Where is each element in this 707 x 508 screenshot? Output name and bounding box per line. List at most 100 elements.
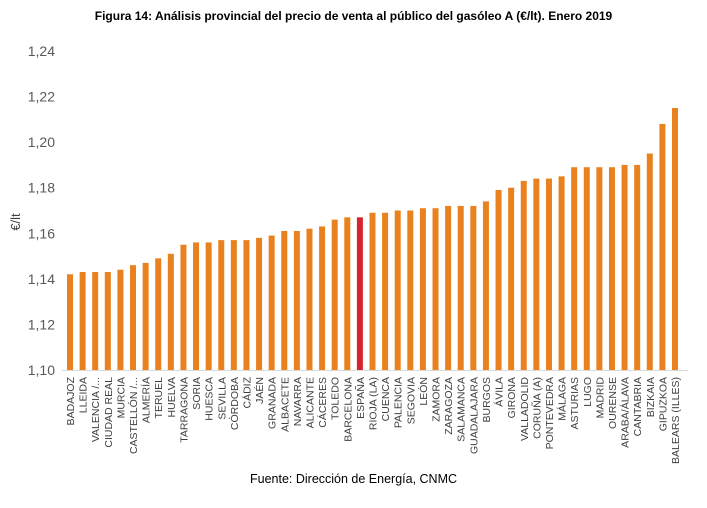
x-tick-label: SALAMANCA	[456, 377, 468, 442]
bar	[545, 178, 552, 370]
x-tick-label: LEÓN	[417, 377, 430, 406]
y-tick-label: 1,24	[28, 43, 55, 59]
y-tick-label: 1,12	[28, 316, 55, 332]
x-tick-label: CASTELLÓN /...	[127, 377, 140, 454]
bar	[457, 205, 464, 370]
bar	[67, 274, 73, 370]
x-tick-label: CÁCERES	[316, 377, 329, 428]
x-tick-label: TOLEDO	[330, 377, 342, 420]
x-tick-label: JAÉN	[253, 377, 266, 404]
bar	[596, 167, 603, 370]
y-tick-label: 1,20	[28, 134, 55, 150]
bar	[646, 153, 653, 370]
bar	[356, 217, 363, 370]
x-tick-label: CUENCA	[380, 377, 392, 421]
bar	[634, 164, 641, 370]
x-tick-label: HUESCA	[204, 377, 216, 421]
bar	[117, 269, 124, 370]
bar	[407, 210, 414, 370]
bar	[608, 167, 615, 370]
x-tick-label: TARRAGONA	[178, 377, 190, 443]
chart-title: Figura 14: Análisis provincial del preci…	[94, 9, 613, 23]
bar	[558, 176, 565, 370]
bar	[281, 231, 288, 370]
x-tick-label: NAVARRA	[292, 377, 304, 426]
x-tick-label: GRANADA	[267, 377, 279, 429]
x-tick-label: VALLADOLID	[519, 377, 531, 441]
x-tick-label: ZARAGOZA	[443, 377, 455, 435]
x-tick-label: ALMERÍA	[140, 377, 153, 423]
bar	[533, 178, 540, 370]
x-tick-label: GIPUZKOA	[657, 377, 669, 431]
x-tick-label: MADRID	[594, 377, 606, 419]
x-tick-label: MURCIA	[115, 377, 127, 418]
x-tick-label: BARCELONA	[342, 377, 354, 442]
bar	[344, 217, 351, 370]
bar	[293, 231, 300, 370]
x-tick-label: SEVILLA	[216, 377, 228, 420]
bar	[432, 208, 439, 370]
x-tick-label: LLEIDA	[78, 377, 90, 413]
y-axis-label: €/lt	[8, 213, 23, 231]
x-tick-label: MÁLAGA	[556, 377, 569, 421]
bar	[193, 242, 200, 370]
x-tick-label: BADAJOZ	[65, 376, 77, 425]
bar	[382, 212, 389, 370]
x-tick-label: PONTEVEDRA	[544, 377, 556, 449]
bar	[142, 262, 149, 370]
bar	[520, 180, 527, 370]
bar	[394, 210, 401, 370]
x-tick-label: ALBACETE	[279, 377, 291, 432]
bar	[583, 167, 590, 370]
x-tick-label: CIUDAD REAL	[103, 377, 115, 448]
y-tick-label: 1,16	[28, 225, 55, 241]
x-tick-label: BURGOS	[481, 377, 493, 423]
x-tick-label: CÁDIZ	[240, 376, 253, 408]
bar	[319, 226, 326, 370]
bar	[243, 240, 250, 370]
bar	[659, 123, 666, 371]
x-tick-label: BALEARS (ILLES)	[670, 377, 682, 464]
bar	[155, 258, 162, 370]
x-tick-label: OURENSE	[607, 377, 619, 429]
bar	[369, 212, 376, 370]
bar	[130, 265, 137, 370]
x-tick-label: CÓRDOBA	[228, 377, 241, 430]
x-tick-label: ARABA/ÁLAVA	[619, 377, 632, 448]
bar	[331, 219, 338, 370]
bar	[230, 240, 237, 370]
bar	[672, 107, 678, 370]
bar	[571, 167, 578, 370]
y-tick-label: 1,18	[28, 180, 55, 196]
x-tick-label: BIZKAIA	[645, 377, 657, 417]
y-tick-label: 1,10	[28, 362, 55, 378]
bar	[508, 187, 515, 370]
bar	[306, 228, 313, 370]
bar	[104, 272, 111, 370]
bar	[92, 272, 99, 370]
x-tick-label: SORIA	[191, 377, 203, 410]
bar	[268, 235, 275, 370]
bar	[205, 242, 212, 370]
x-tick-label: ALICANTE	[304, 377, 316, 428]
bar	[621, 164, 628, 370]
x-tick-label: HUELVA	[166, 377, 178, 417]
y-tick-label: 1,22	[28, 89, 55, 105]
bar	[79, 272, 86, 370]
x-tick-label: ZAMORA	[431, 377, 443, 422]
x-tick-label: ÁVILA	[493, 377, 506, 407]
x-tick-label: ASTURIAS	[569, 377, 581, 430]
bar	[180, 244, 187, 370]
bar	[419, 208, 426, 370]
x-tick-label: ESPAÑA	[354, 377, 367, 419]
x-tick-label: CORUÑA (A)	[530, 377, 543, 439]
chart-source: Fuente: Dirección de Energía, CNMC	[249, 472, 458, 486]
bar	[167, 253, 174, 370]
x-tick-label: RIOJA (LA)	[368, 377, 380, 430]
x-tick-label: TERUEL	[153, 377, 165, 419]
x-tick-label: SEGOVIA	[405, 377, 417, 424]
x-tick-label: VALENCIA /...	[90, 377, 102, 442]
y-tick-label: 1,14	[28, 271, 55, 287]
bar	[256, 237, 263, 370]
